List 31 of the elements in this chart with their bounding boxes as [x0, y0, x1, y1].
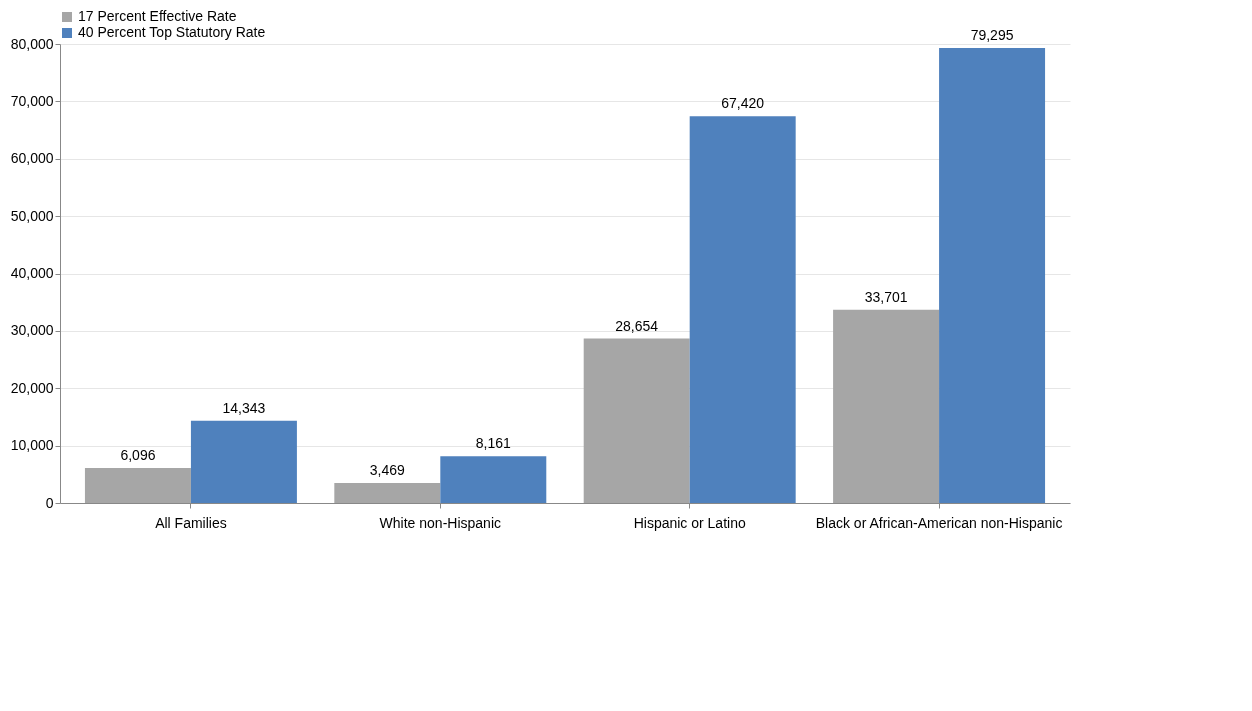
bar — [84, 468, 191, 503]
y-tick-label: 80,000 — [10, 35, 54, 52]
legend-label: 17 Percent Effective Rate — [78, 8, 237, 24]
data-label: 6,096 — [120, 447, 156, 464]
y-tick-label: 30,000 — [10, 322, 54, 339]
y-tick-label: 50,000 — [10, 207, 54, 224]
bar — [334, 483, 441, 503]
y-tick-label: 20,000 — [10, 379, 54, 396]
y-tick-label: 60,000 — [10, 150, 54, 167]
y-tick-label: 40,000 — [10, 265, 54, 281]
y-tick-label: 10,000 — [10, 437, 54, 454]
x-tick-label: Hispanic or Latino — [633, 514, 746, 531]
data-label: 67,420 — [721, 95, 765, 112]
data-label: 79,295 — [970, 27, 1014, 44]
data-label: 33,701 — [864, 288, 908, 305]
data-label: 8,161 — [475, 435, 512, 452]
bar — [689, 116, 796, 503]
bar — [833, 309, 940, 503]
data-label: 28,654 — [615, 317, 659, 334]
x-tick-label: Black or African-American non-Hispanic — [815, 514, 1063, 531]
y-tick-label: 0 — [45, 494, 54, 511]
bar — [440, 456, 547, 503]
bar — [939, 48, 1046, 503]
data-label: 14,343 — [222, 399, 266, 416]
legend-label: 40 Percent Top Statutory Rate — [78, 24, 266, 40]
bar — [583, 338, 690, 503]
data-label: 3,469 — [369, 462, 406, 479]
bar — [190, 420, 297, 503]
y-tick-label: 70,000 — [10, 92, 54, 109]
x-tick-label: White non-Hispanic — [379, 514, 501, 531]
x-tick-label: All Families — [155, 514, 227, 531]
